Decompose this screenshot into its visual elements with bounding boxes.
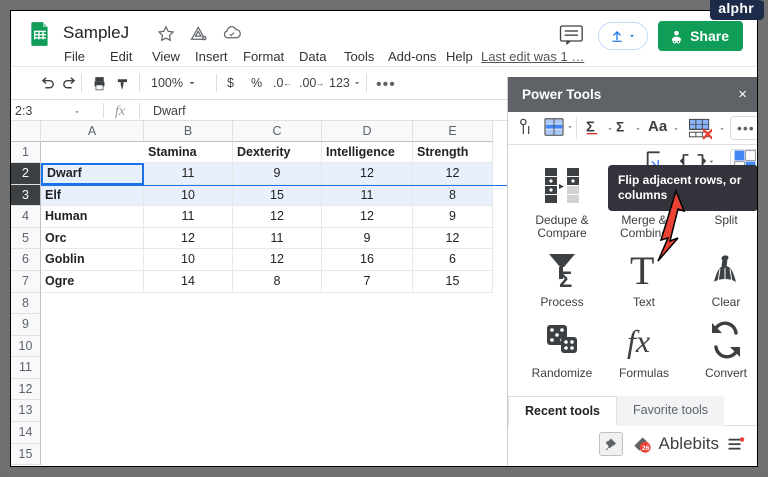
svg-text:Σ: Σ <box>616 119 624 134</box>
svg-text:26: 26 <box>642 445 650 452</box>
svg-text:Σ: Σ <box>559 267 572 292</box>
svg-text:fx: fx <box>627 323 650 359</box>
